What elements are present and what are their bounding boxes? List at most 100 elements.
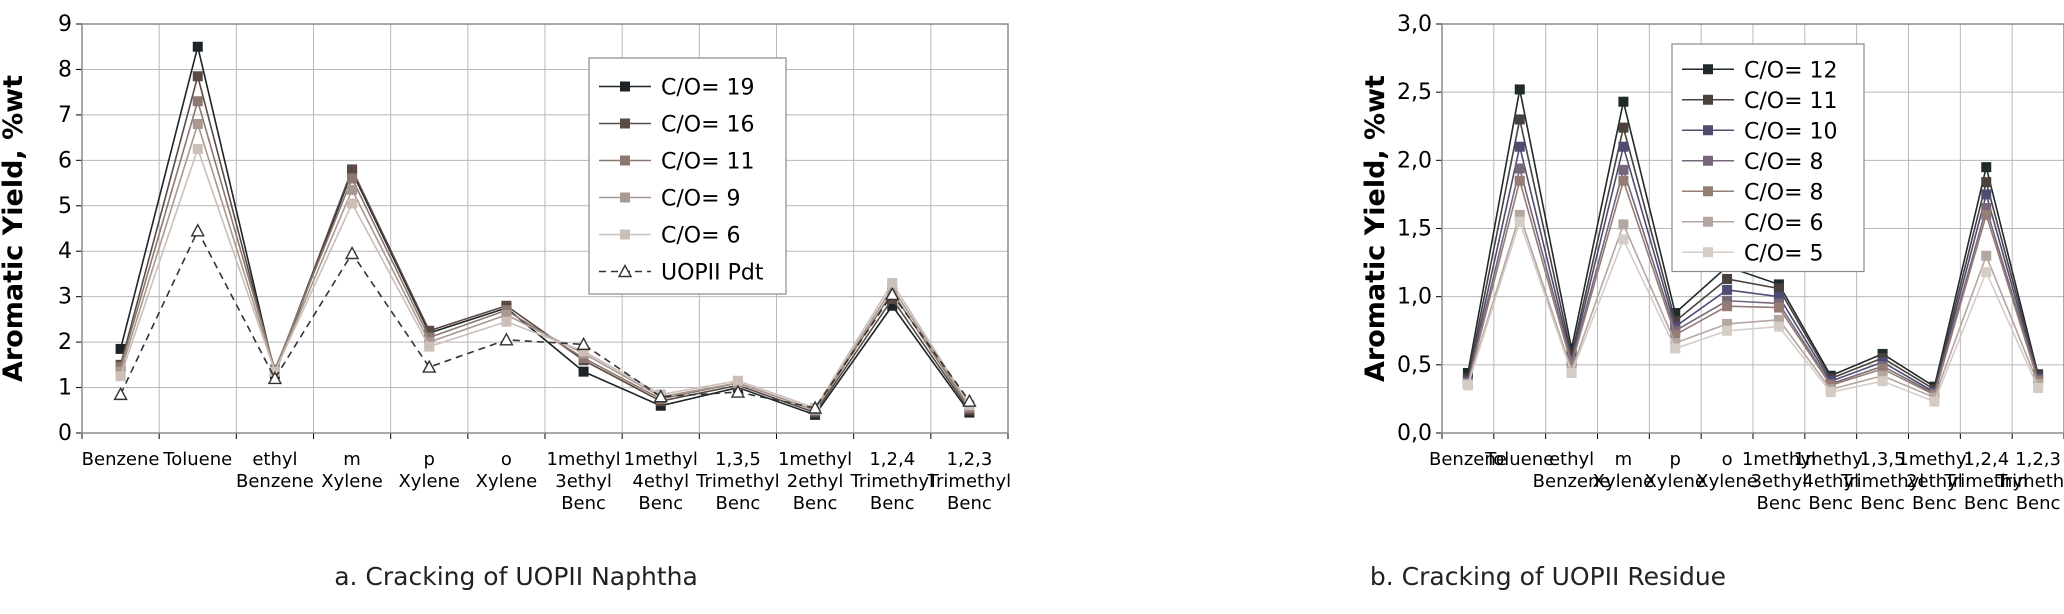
x-category-label: Benzene bbox=[1429, 449, 1507, 470]
y-tick-label: 5 bbox=[58, 194, 72, 219]
chart-residue-svg: 0,0 0,5 1,0 1,5 2,0 2,5 3,0 BenzeneTolueneethyl… bbox=[1360, 12, 2064, 514]
data-point-marker bbox=[1981, 250, 1992, 261]
x-category-label: ethyl bbox=[252, 449, 297, 470]
data-point-marker bbox=[1877, 363, 1888, 374]
x-category-label: Trimethyl bbox=[1944, 471, 2028, 492]
x-category-label: Trimethyl bbox=[1995, 471, 2064, 492]
y-axis-title: Aromatic Yield, %wt bbox=[1360, 75, 1391, 382]
x-category-label: 3ethyl bbox=[555, 471, 612, 492]
chart-panel-residue: 0,0 0,5 1,0 1,5 2,0 2,5 3,0 Benzene Toluene ethyl… bbox=[1032, 0, 2064, 614]
data-point-marker bbox=[1514, 141, 1525, 152]
legend-marker bbox=[620, 118, 630, 129]
data-point-marker bbox=[885, 286, 900, 301]
x-category-label: 2ethyl bbox=[787, 471, 844, 492]
data-point-marker bbox=[1722, 301, 1733, 312]
data-point-marker bbox=[1981, 177, 1992, 188]
data-point-marker bbox=[1981, 209, 1992, 220]
x-category-label: 1methyl bbox=[1897, 449, 1971, 470]
data-point-marker bbox=[501, 316, 512, 327]
data-point-marker bbox=[807, 400, 823, 414]
x-category-label: Xylene bbox=[476, 471, 538, 492]
data-point-marker bbox=[1618, 175, 1629, 186]
legend-marker bbox=[1703, 186, 1713, 197]
x-category-label: 1methyl bbox=[778, 449, 852, 470]
chart-caption-residue: b. Cracking of UOPII Residue bbox=[1369, 562, 1727, 591]
x-category-label: Benc bbox=[1757, 493, 1802, 514]
y-tick-label: 0,5 bbox=[1397, 353, 1432, 378]
x-category-label: m bbox=[1615, 449, 1633, 470]
legend-marker bbox=[620, 81, 630, 92]
x-category-label: Xylene bbox=[1644, 471, 1706, 492]
legend-label: C/O= 10 bbox=[1744, 119, 1838, 144]
data-point-marker bbox=[1618, 141, 1629, 152]
y-tick-label: 1,5 bbox=[1397, 217, 1432, 242]
data-point-marker bbox=[1722, 273, 1733, 284]
data-point-marker bbox=[1514, 175, 1525, 186]
data-point-marker bbox=[578, 366, 589, 377]
x-category-label: Xylene bbox=[398, 471, 460, 492]
legend-label: C/O= 11 bbox=[661, 150, 755, 175]
data-point-marker bbox=[887, 278, 898, 289]
data-point-marker bbox=[732, 375, 743, 386]
data-point-marker bbox=[192, 71, 203, 82]
data-point-marker bbox=[499, 332, 514, 346]
plot-frame bbox=[81, 23, 1009, 434]
y-tick-label: 0 bbox=[58, 421, 72, 446]
series-line bbox=[1467, 89, 2039, 388]
y-tick-label: 3,0 bbox=[1397, 12, 1432, 37]
data-point-marker bbox=[2033, 383, 2044, 394]
data-point-marker bbox=[1981, 203, 1992, 214]
x-category-label: Xylene bbox=[1593, 471, 1655, 492]
x-category-label: 1methyl bbox=[624, 449, 698, 470]
x-category-label: Trimethyl bbox=[695, 471, 779, 492]
data-point-marker bbox=[1670, 343, 1681, 354]
data-point-marker bbox=[1618, 96, 1629, 107]
legend-label: C/O= 5 bbox=[1744, 241, 1824, 266]
x-category-label: o bbox=[1722, 449, 1733, 470]
legend-label: C/O= 12 bbox=[1744, 58, 1838, 83]
legend-marker bbox=[1703, 94, 1713, 105]
legend-label: C/O= 8 bbox=[1744, 180, 1824, 205]
data-point-marker bbox=[192, 118, 203, 129]
data-point-marker bbox=[1514, 216, 1525, 227]
data-point-marker bbox=[653, 389, 668, 403]
x-category-label: p bbox=[424, 449, 435, 470]
data-point-marker bbox=[1618, 122, 1629, 133]
data-point-marker bbox=[887, 300, 898, 311]
data-point-marker bbox=[578, 346, 589, 357]
x-category-label: Benc bbox=[1912, 493, 1957, 514]
legend-marker bbox=[1703, 155, 1713, 166]
series-line bbox=[1467, 177, 2039, 396]
data-point-marker bbox=[347, 173, 358, 184]
data-point-marker bbox=[115, 343, 126, 354]
x-category-label: Benc bbox=[1860, 493, 1905, 514]
data-point-marker bbox=[576, 336, 591, 351]
x-category-label: Benc bbox=[1808, 493, 1853, 514]
x-category-label: 1,2,4 bbox=[869, 449, 915, 470]
data-point-marker bbox=[115, 371, 126, 382]
legend-label: C/O= 6 bbox=[1744, 211, 1824, 236]
x-category-label: 1,2,3 bbox=[2015, 449, 2061, 470]
data-point-marker bbox=[192, 41, 203, 52]
legend-marker bbox=[1703, 247, 1713, 258]
data-point-marker bbox=[347, 164, 358, 175]
x-category-label: Benzene bbox=[82, 449, 160, 470]
data-point-marker bbox=[1773, 321, 1784, 332]
x-category-label: Benc bbox=[1964, 493, 2009, 514]
data-point-marker bbox=[1618, 164, 1629, 175]
data-point-marker bbox=[1722, 295, 1733, 306]
x-category-label: Toluene bbox=[162, 449, 232, 470]
data-point-marker bbox=[1618, 234, 1629, 245]
series-line bbox=[1467, 219, 2039, 403]
y-tick-label: 8 bbox=[58, 57, 72, 82]
data-point-marker bbox=[1566, 368, 1577, 379]
x-category-label: Trimethyl bbox=[927, 471, 1011, 492]
y-tick-label: 7 bbox=[58, 103, 72, 128]
data-point-marker bbox=[1877, 370, 1888, 381]
data-point-marker bbox=[1722, 284, 1733, 295]
x-category-label: 1methyl bbox=[546, 449, 620, 470]
x-category-label: Benc bbox=[947, 493, 992, 514]
data-point-marker bbox=[1773, 314, 1784, 325]
x-category-label: Benc bbox=[870, 493, 915, 514]
